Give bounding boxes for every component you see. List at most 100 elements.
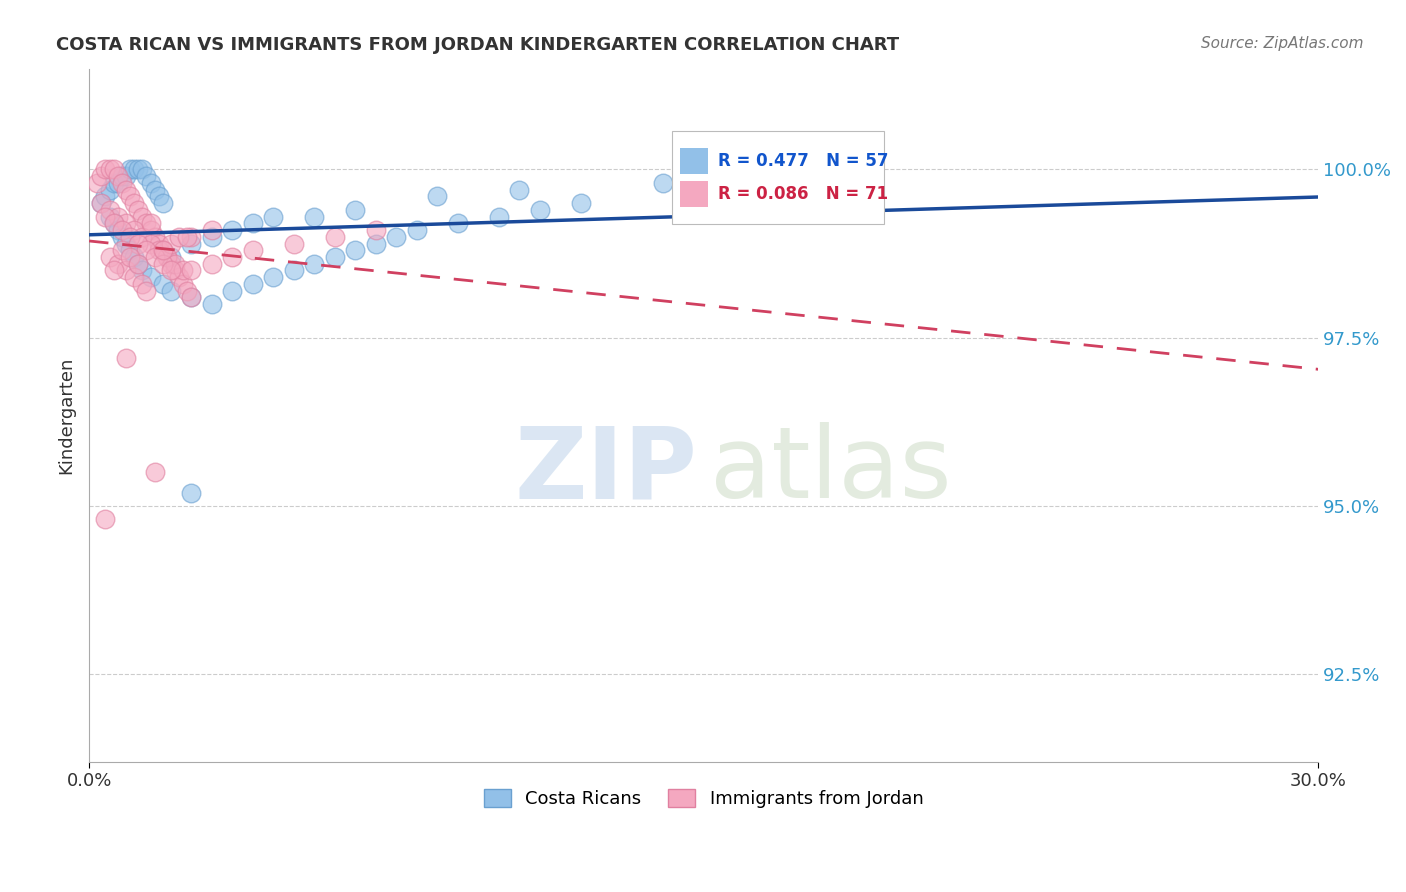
Point: [180, 290, 202, 304]
Point: [242, 244, 264, 258]
Point: [221, 284, 243, 298]
Point: [148, 236, 170, 251]
Point: [201, 223, 224, 237]
Point: [115, 351, 138, 365]
Point: [160, 250, 183, 264]
Point: [569, 196, 592, 211]
Point: [156, 250, 179, 264]
Point: [107, 257, 129, 271]
Point: [364, 236, 387, 251]
Point: [98, 162, 121, 177]
Point: [323, 250, 346, 264]
Point: [94, 512, 117, 526]
Point: [118, 162, 141, 177]
Point: [148, 189, 170, 203]
Point: [103, 176, 125, 190]
Point: [139, 216, 162, 230]
Point: [122, 196, 145, 211]
Point: [143, 183, 166, 197]
Point: [111, 176, 134, 190]
Point: [122, 270, 145, 285]
Point: [304, 210, 326, 224]
Point: [107, 169, 129, 184]
Point: [152, 244, 174, 258]
Point: [90, 196, 112, 211]
Point: [127, 202, 149, 217]
Point: [107, 223, 129, 237]
Point: [135, 244, 157, 258]
Text: ZIP: ZIP: [515, 422, 697, 519]
Point: [127, 257, 149, 271]
Point: [94, 210, 117, 224]
Legend: Costa Ricans, Immigrants from Jordan: Costa Ricans, Immigrants from Jordan: [477, 781, 931, 815]
Point: [94, 189, 117, 203]
Point: [160, 257, 183, 271]
Point: [118, 189, 141, 203]
Point: [111, 229, 134, 244]
Point: [131, 210, 153, 224]
Point: [127, 236, 149, 251]
Point: [148, 244, 170, 258]
Point: [107, 176, 129, 190]
Point: [115, 216, 138, 230]
Point: [344, 244, 367, 258]
Point: [221, 223, 243, 237]
Text: R = 0.477   N = 57: R = 0.477 N = 57: [718, 152, 889, 169]
Point: [131, 229, 153, 244]
Point: [115, 263, 138, 277]
Point: [283, 263, 305, 277]
Point: [167, 229, 190, 244]
Point: [122, 223, 145, 237]
Point: [364, 223, 387, 237]
Point: [180, 236, 202, 251]
Point: [242, 216, 264, 230]
Point: [111, 244, 134, 258]
Point: [122, 250, 145, 264]
Point: [135, 169, 157, 184]
Point: [172, 263, 194, 277]
Text: Source: ZipAtlas.com: Source: ZipAtlas.com: [1201, 36, 1364, 51]
Text: COSTA RICAN VS IMMIGRANTS FROM JORDAN KINDERGARTEN CORRELATION CHART: COSTA RICAN VS IMMIGRANTS FROM JORDAN KI…: [56, 36, 900, 54]
Point: [529, 202, 551, 217]
Point: [131, 162, 153, 177]
Point: [98, 202, 121, 217]
Point: [160, 263, 183, 277]
Point: [118, 229, 141, 244]
Point: [115, 169, 138, 184]
Point: [135, 216, 157, 230]
Point: [201, 229, 224, 244]
Point: [152, 244, 174, 258]
Point: [262, 270, 284, 285]
Point: [283, 236, 305, 251]
Point: [323, 229, 346, 244]
Point: [167, 270, 190, 285]
Point: [172, 277, 194, 291]
Point: [135, 284, 157, 298]
Point: [176, 284, 198, 298]
Point: [131, 263, 153, 277]
Point: [103, 216, 125, 230]
Point: [127, 257, 149, 271]
Point: [405, 223, 427, 237]
Point: [139, 223, 162, 237]
Point: [201, 297, 224, 311]
Point: [156, 250, 179, 264]
Point: [180, 290, 202, 304]
Point: [180, 263, 202, 277]
Point: [115, 236, 138, 251]
Text: atlas: atlas: [710, 422, 952, 519]
Point: [118, 244, 141, 258]
Point: [165, 263, 187, 277]
Point: [143, 229, 166, 244]
Point: [111, 223, 134, 237]
Point: [262, 210, 284, 224]
Y-axis label: Kindergarten: Kindergarten: [58, 357, 75, 474]
Point: [103, 263, 125, 277]
Point: [118, 250, 141, 264]
Point: [127, 162, 149, 177]
Point: [508, 183, 530, 197]
Point: [180, 485, 202, 500]
Point: [122, 162, 145, 177]
Point: [447, 216, 470, 230]
Point: [94, 162, 117, 177]
